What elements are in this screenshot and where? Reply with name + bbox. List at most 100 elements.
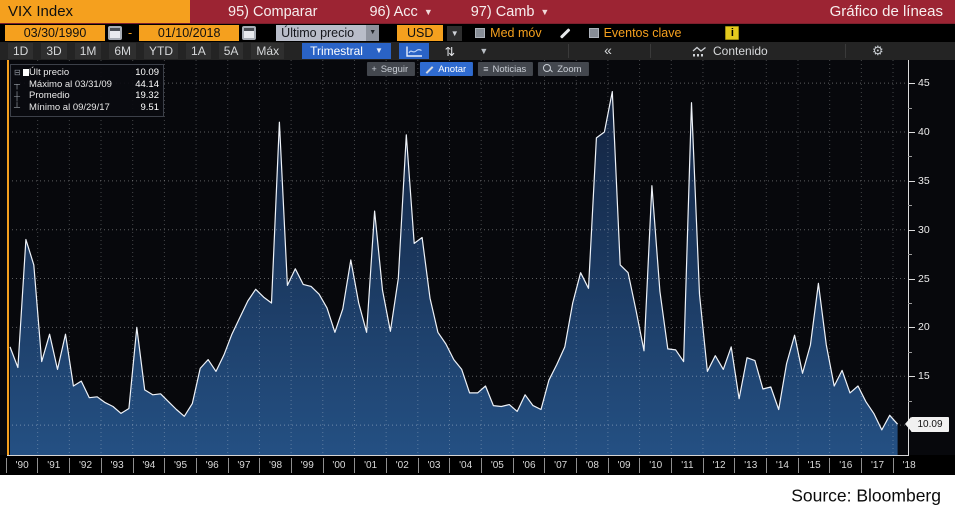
menu-item-comparar[interactable]: 95) Comparar	[228, 4, 317, 20]
plot-container[interactable]	[0, 60, 908, 455]
last-price-tag: 10.09	[905, 416, 949, 432]
chart-options-dropdown[interactable]: ▼	[479, 46, 489, 56]
vix-area-plot[interactable]	[0, 60, 908, 455]
y-tick-label: 15	[918, 370, 930, 383]
legend-value: 10.09	[135, 67, 159, 79]
x-axis-line	[7, 455, 909, 456]
info-badge[interactable]: i	[725, 26, 740, 40]
x-year-label: '92	[69, 458, 101, 473]
x-year-label: '91	[37, 458, 69, 473]
y-minor-tick	[908, 156, 912, 158]
legend-expander-icon[interactable]: ⊟	[14, 68, 21, 78]
x-year-label: '17	[861, 458, 893, 473]
sort-arrows-icon[interactable]: ⇅	[444, 44, 456, 59]
period-selector[interactable]: Trimestral ▼	[302, 43, 391, 59]
range-group: 1D 3D 1M 6M YTD 1A 5A Máx	[0, 43, 285, 59]
x-year-label: '93	[100, 458, 133, 473]
x-year-label: '18	[892, 458, 925, 473]
calendar-icon[interactable]	[108, 26, 122, 40]
y-minor-tick	[908, 205, 912, 207]
x-year-label: '04	[449, 458, 481, 473]
price-source-value: Último precio	[276, 25, 367, 41]
crosshair-icon: +	[371, 64, 377, 74]
plot-left-edge-marker	[7, 60, 9, 455]
y-minor-tick	[908, 400, 912, 402]
toolbar: 1D 3D 1M 6M YTD 1A 5A Máx Trimestral ▼ ⇅ ▼ «	[0, 42, 955, 60]
x-year-label: '06	[512, 458, 545, 473]
source-strip: Source: Bloomberg	[0, 475, 955, 516]
legend-row[interactable]: ┼ Promedio 19.32	[14, 90, 159, 102]
legend-label: Promedio	[29, 90, 70, 102]
range-button-1a[interactable]: 1A	[186, 43, 211, 59]
y-tick-label: 25	[918, 272, 930, 285]
range-button-1d[interactable]: 1D	[8, 43, 34, 59]
legend-row[interactable]: ⊟ Últ precio 10.09	[14, 67, 159, 79]
header-menu: 95) Comparar 96) Acc ▼ 97) Camb ▼ Gráfic…	[190, 0, 955, 23]
source-attribution: Source: Bloomberg	[791, 485, 941, 505]
y-tick	[908, 278, 915, 280]
x-year-label: '09	[607, 458, 640, 473]
max-marker-icon: ┬	[14, 79, 21, 90]
gear-icon[interactable]: ⚙	[872, 43, 884, 58]
legend-row[interactable]: ┴ Mínimo al 09/29/17 9.51	[14, 102, 159, 114]
x-year-label: '90	[5, 458, 38, 473]
legend-label: Últ precio	[29, 67, 70, 79]
range-button-6m[interactable]: 6M	[109, 43, 137, 59]
series-swatch-icon	[22, 69, 29, 77]
range-button-5a[interactable]: 5A	[218, 43, 244, 59]
pencil-icon[interactable]	[557, 26, 572, 40]
legend-label: Mínimo al 09/29/17	[29, 101, 110, 113]
x-year-label: '13	[734, 458, 766, 473]
y-axis-line	[908, 60, 909, 455]
annotation-toolbar: + Seguir Anotar ≡ Noticias Zoom	[366, 62, 589, 76]
pencil-icon	[425, 65, 434, 74]
news-icon: ≡	[483, 64, 489, 74]
x-year-label: '10	[639, 458, 671, 473]
x-year-label: '99	[290, 458, 323, 473]
x-year-label: '15	[797, 458, 830, 473]
ticker-field[interactable]: VIX Index	[0, 0, 190, 23]
menu-item-label: 97) Camb	[470, 3, 535, 20]
zoom-button[interactable]: Zoom	[538, 62, 589, 76]
anotar-button[interactable]: Anotar	[420, 62, 474, 76]
y-tick-label: 20	[918, 321, 930, 334]
key-events-checkbox[interactable]	[588, 28, 599, 38]
menu-item-camb[interactable]: 97) Camb ▼	[471, 4, 550, 20]
y-tick-label: 35	[918, 174, 930, 187]
legend-rows: ⊟ Últ precio 10.09 ┬ Máximo al 03/31/09 44.14…	[14, 67, 159, 113]
line-chart-type-button[interactable]	[398, 43, 429, 59]
menu-item-acc[interactable]: 96) Acc ▼	[369, 4, 432, 20]
legend-value: 19.32	[135, 90, 159, 102]
y-tick-label: 45	[918, 77, 930, 90]
price-source-select[interactable]: Último precio ▼	[276, 25, 380, 41]
range-button-máx[interactable]: Máx	[251, 43, 285, 59]
x-year-label: '08	[576, 458, 608, 473]
content-button[interactable]: Contenido	[692, 42, 768, 60]
seguir-button[interactable]: + Seguir	[366, 62, 416, 76]
header-bar: VIX Index 95) Comparar 96) Acc ▼ 97) Cam…	[0, 0, 955, 23]
moving-avg-checkbox[interactable]	[475, 28, 486, 38]
currency-dropdown-button[interactable]: ▼	[447, 25, 463, 41]
legend-row[interactable]: ┬ Máximo al 03/31/09 44.14	[14, 79, 159, 91]
area-fill	[10, 91, 898, 455]
range-button-3d[interactable]: 3D	[41, 43, 67, 59]
collapse-panel-button[interactable]: «	[604, 42, 612, 58]
y-minor-tick	[908, 107, 912, 109]
content-label: Contenido	[713, 44, 768, 58]
legend-label: Máximo al 03/31/09	[29, 78, 112, 90]
y-tick	[908, 327, 915, 329]
noticias-button[interactable]: ≡ Noticias	[478, 62, 534, 76]
x-year-label: '95	[164, 458, 196, 473]
calendar-icon[interactable]	[242, 26, 257, 40]
noticias-label: Noticias	[492, 63, 527, 75]
anotar-label: Anotar	[438, 63, 467, 75]
x-year-label: '01	[354, 458, 386, 473]
start-date-field[interactable]: 03/30/1990	[5, 25, 105, 41]
currency-field[interactable]: USD	[397, 25, 444, 41]
end-date-field[interactable]: 01/10/2018	[139, 25, 240, 41]
range-button-1m[interactable]: 1M	[74, 43, 102, 59]
range-button-ytd[interactable]: YTD	[144, 43, 179, 59]
chart-type-title: Gráfico de líneas	[829, 3, 943, 20]
min-marker-icon: ┴	[14, 102, 21, 113]
